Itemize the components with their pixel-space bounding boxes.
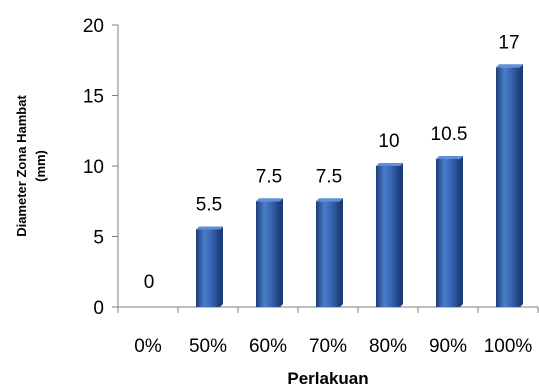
x-tick-label: 70% xyxy=(309,336,347,357)
bar xyxy=(316,198,343,307)
data-label: 7.5 xyxy=(316,166,342,187)
bar xyxy=(196,226,223,307)
bar-side xyxy=(340,198,343,307)
data-label: 5.5 xyxy=(196,194,222,215)
y-tick-label: 10 xyxy=(83,157,104,178)
y-tick-label: 15 xyxy=(83,87,104,108)
axes xyxy=(112,24,539,313)
bar xyxy=(436,155,463,307)
bar-face xyxy=(316,201,340,307)
x-tick-label: 80% xyxy=(369,336,407,357)
data-label: 17 xyxy=(498,32,519,53)
x-tick-label: 60% xyxy=(249,336,287,357)
bar-side xyxy=(280,198,283,307)
bar-side xyxy=(520,64,523,307)
data-labels: 0 5.5 7.5 7.5 10 10.5 17 xyxy=(144,32,520,293)
bar-top xyxy=(196,226,223,230)
bar xyxy=(256,198,283,307)
x-tick-label: 90% xyxy=(429,336,467,357)
y-axis-title-line: Diameter Zona Hambat xyxy=(14,95,29,237)
bars xyxy=(196,64,523,307)
bar-side xyxy=(220,226,223,307)
bar-side xyxy=(400,163,403,307)
bar-face xyxy=(436,158,460,307)
bar xyxy=(376,163,403,307)
bar-top xyxy=(256,198,283,202)
bar-top xyxy=(316,198,343,202)
bar-top xyxy=(496,64,523,68)
tick-labels: 0 5 10 15 20 0% 50% 60% 70% 80% 90% 100% xyxy=(83,16,533,357)
y-axis-title-line: (mm) xyxy=(33,150,48,182)
x-tick-label: 50% xyxy=(189,336,227,357)
data-label: 10.5 xyxy=(431,124,468,145)
y-axis-title: Diameter Zona Hambat (mm) xyxy=(14,95,48,237)
x-tick-label: 100% xyxy=(484,336,533,357)
bar-face xyxy=(196,229,220,307)
y-tick-label: 0 xyxy=(93,298,104,319)
bar-top xyxy=(436,155,463,159)
x-axis-title: Perlakuan xyxy=(287,369,368,388)
data-label: 7.5 xyxy=(256,166,282,187)
bar-side xyxy=(460,155,463,307)
x-tick-label: 0% xyxy=(134,336,162,357)
y-tick-label: 20 xyxy=(83,16,104,37)
data-label: 0 xyxy=(144,272,155,293)
bar xyxy=(496,64,523,307)
bar-face xyxy=(376,166,400,307)
data-label: 10 xyxy=(378,131,399,152)
y-tick-label: 5 xyxy=(93,228,104,249)
bar-top xyxy=(376,163,403,166)
bar-face xyxy=(256,201,280,307)
bar-face xyxy=(496,67,520,307)
